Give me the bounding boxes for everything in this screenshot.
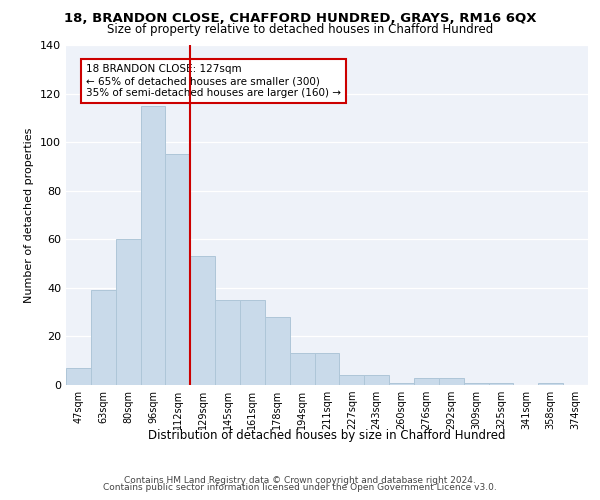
Text: Contains public sector information licensed under the Open Government Licence v3: Contains public sector information licen… [103,484,497,492]
Y-axis label: Number of detached properties: Number of detached properties [25,128,34,302]
Text: Contains HM Land Registry data © Crown copyright and database right 2024.: Contains HM Land Registry data © Crown c… [124,476,476,485]
Bar [166,154,190,385]
Bar [364,376,389,385]
Text: Distribution of detached houses by size in Chafford Hundred: Distribution of detached houses by size … [148,430,506,442]
Bar [265,317,290,385]
Bar [66,368,91,385]
Text: 18 BRANDON CLOSE: 127sqm
← 65% of detached houses are smaller (300)
35% of semi-: 18 BRANDON CLOSE: 127sqm ← 65% of detach… [86,64,341,98]
Bar [464,382,488,385]
Bar [290,354,314,385]
Bar [340,376,364,385]
Bar [140,106,166,385]
Bar [314,354,340,385]
Bar [414,378,439,385]
Bar [190,256,215,385]
Bar [240,300,265,385]
Bar [389,382,414,385]
Bar [91,290,116,385]
Bar [488,382,514,385]
Bar [215,300,240,385]
Bar [538,382,563,385]
Text: Size of property relative to detached houses in Chafford Hundred: Size of property relative to detached ho… [107,22,493,36]
Text: 18, BRANDON CLOSE, CHAFFORD HUNDRED, GRAYS, RM16 6QX: 18, BRANDON CLOSE, CHAFFORD HUNDRED, GRA… [64,12,536,26]
Bar [116,240,140,385]
Bar [439,378,464,385]
